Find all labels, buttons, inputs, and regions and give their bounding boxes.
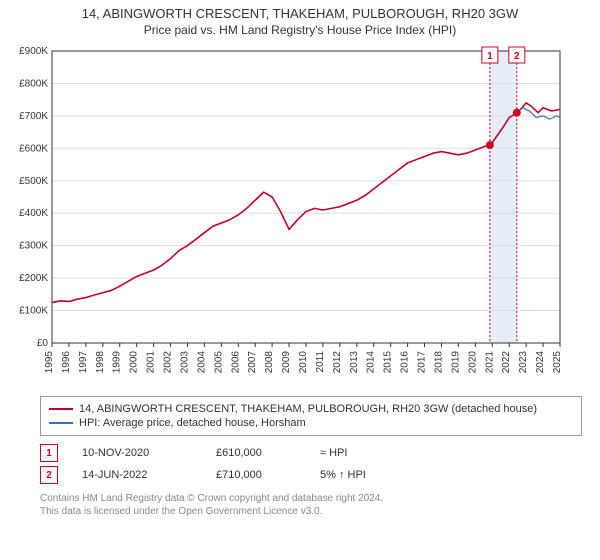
svg-text:1995: 1995 — [44, 351, 55, 374]
svg-text:2007: 2007 — [247, 351, 258, 374]
legend-swatch — [49, 422, 73, 424]
svg-text:2016: 2016 — [400, 351, 411, 374]
svg-text:1996: 1996 — [61, 351, 72, 374]
svg-text:1: 1 — [487, 51, 493, 62]
svg-text:2014: 2014 — [366, 351, 377, 374]
svg-text:2025: 2025 — [552, 351, 563, 374]
svg-text:2008: 2008 — [264, 351, 275, 374]
price-chart: £0 £100K £200K £300K £400K £500K £600K £700K £80… — [6, 43, 566, 383]
footer-note: Contains HM Land Registry data © Crown c… — [40, 492, 582, 518]
footer-line: This data is licensed under the Open Gov… — [40, 505, 582, 518]
svg-text:1998: 1998 — [95, 351, 106, 374]
svg-text:2: 2 — [514, 51, 520, 62]
svg-text:2019: 2019 — [450, 351, 461, 374]
legend-swatch — [49, 408, 73, 410]
svg-text:2001: 2001 — [146, 351, 157, 374]
svg-text:1997: 1997 — [78, 351, 89, 374]
svg-text:£300K: £300K — [19, 241, 48, 252]
svg-text:£200K: £200K — [19, 273, 48, 284]
event-date: 10-NOV-2020 — [82, 447, 192, 459]
event-price: £610,000 — [216, 447, 296, 459]
events-table: 1 10-NOV-2020 £610,000 ≈ HPI 2 14-JUN-20… — [40, 444, 582, 484]
legend-item: 14, ABINGWORTH CRESCENT, THAKEHAM, PULBO… — [49, 403, 573, 415]
event-date: 14-JUN-2022 — [82, 469, 192, 481]
title-block: 14, ABINGWORTH CRESCENT, THAKEHAM, PULBO… — [0, 0, 600, 37]
svg-text:1999: 1999 — [112, 351, 123, 374]
svg-text:£900K: £900K — [19, 46, 48, 57]
chart-container: £0 £100K £200K £300K £400K £500K £600K £700K £80… — [6, 43, 582, 388]
footer-line: Contains HM Land Registry data © Crown c… — [40, 492, 582, 505]
svg-text:£400K: £400K — [19, 208, 48, 219]
svg-text:£100K: £100K — [19, 306, 48, 317]
svg-text:2010: 2010 — [298, 351, 309, 374]
event-diff: 5% ↑ HPI — [320, 469, 400, 481]
legend-label: 14, ABINGWORTH CRESCENT, THAKEHAM, PULBO… — [79, 403, 537, 415]
event-row: 1 10-NOV-2020 £610,000 ≈ HPI — [40, 444, 582, 462]
svg-text:2004: 2004 — [196, 351, 207, 374]
svg-text:£500K: £500K — [19, 176, 48, 187]
svg-text:£0: £0 — [37, 338, 49, 349]
event-price: £710,000 — [216, 469, 296, 481]
svg-text:2003: 2003 — [179, 351, 190, 374]
svg-text:2018: 2018 — [433, 351, 444, 374]
legend-item: HPI: Average price, detached house, Hors… — [49, 417, 573, 429]
svg-text:2023: 2023 — [518, 351, 529, 374]
svg-text:2024: 2024 — [535, 351, 546, 374]
legend-label: HPI: Average price, detached house, Hors… — [79, 417, 306, 429]
svg-text:2021: 2021 — [484, 351, 495, 374]
svg-text:2013: 2013 — [349, 351, 360, 374]
svg-text:2005: 2005 — [213, 351, 224, 374]
svg-text:2002: 2002 — [163, 351, 174, 374]
svg-text:2017: 2017 — [417, 351, 428, 374]
svg-text:2011: 2011 — [315, 351, 326, 373]
event-badge: 2 — [40, 466, 58, 484]
legend: 14, ABINGWORTH CRESCENT, THAKEHAM, PULBO… — [40, 396, 582, 436]
svg-text:£700K: £700K — [19, 111, 48, 122]
event-diff: ≈ HPI — [320, 447, 400, 459]
svg-text:2020: 2020 — [467, 351, 478, 374]
page-title: 14, ABINGWORTH CRESCENT, THAKEHAM, PULBO… — [0, 6, 600, 21]
svg-text:2022: 2022 — [501, 351, 512, 374]
svg-text:£600K: £600K — [19, 143, 48, 154]
svg-text:£800K: £800K — [19, 78, 48, 89]
svg-text:2000: 2000 — [129, 351, 140, 374]
svg-text:2012: 2012 — [332, 351, 343, 374]
page-subtitle: Price paid vs. HM Land Registry's House … — [0, 23, 600, 37]
event-row: 2 14-JUN-2022 £710,000 5% ↑ HPI — [40, 466, 582, 484]
svg-text:2009: 2009 — [281, 351, 292, 374]
event-badge: 1 — [40, 444, 58, 462]
svg-text:2015: 2015 — [383, 351, 394, 374]
svg-text:2006: 2006 — [230, 351, 241, 374]
